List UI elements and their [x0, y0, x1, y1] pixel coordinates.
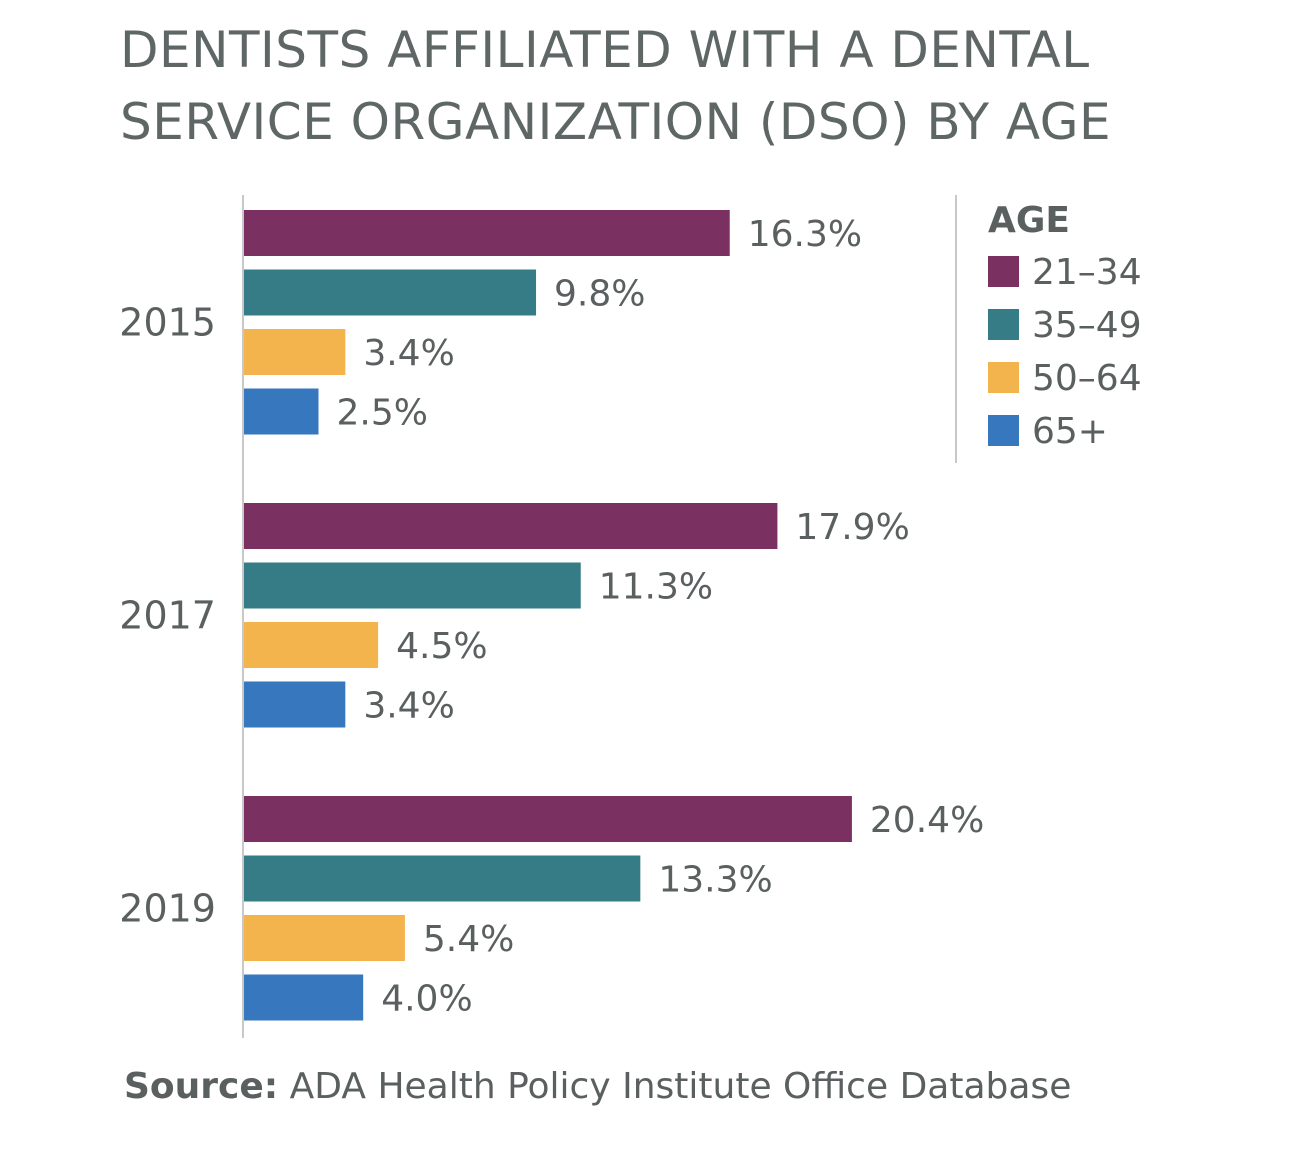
bar-2019-2 — [244, 915, 405, 961]
chart-title: DENTISTS AFFILIATED WITH A DENTAL SERVIC… — [120, 14, 1111, 158]
legend-swatch-2 — [988, 362, 1019, 393]
category-label-2019: 2019 — [119, 886, 216, 930]
bar-chart: 16.3% 9.8% 3.4% 2.5% 2015 17.9% 11.3% 4.5% 3.4% 2… — [119, 195, 1142, 1038]
legend-label-3: 65+ — [1032, 411, 1108, 452]
legend-title: AGE — [988, 200, 1070, 241]
data-label-2017-0: 17.9% — [795, 507, 909, 548]
bar-2015-3 — [244, 388, 319, 435]
chart-title-line-2: SERVICE ORGANIZATION (DSO) BY AGE — [120, 93, 1112, 151]
bar-2017-3 — [244, 681, 346, 728]
legend-swatch-1 — [988, 309, 1019, 340]
data-label-2019-1: 13.3% — [658, 860, 772, 901]
data-label-2019-0: 20.4% — [870, 800, 984, 841]
category-label-2015: 2015 — [119, 300, 216, 344]
data-label-2017-2: 4.5% — [396, 626, 487, 667]
bar-2017-2 — [244, 622, 379, 668]
data-label-2015-0: 16.3% — [748, 214, 862, 255]
bar-2015-1 — [244, 269, 537, 316]
bar-2015-0 — [244, 210, 730, 256]
bar-2019-0 — [244, 796, 852, 842]
chart-title-line-1: DENTISTS AFFILIATED WITH A DENTAL — [120, 21, 1090, 79]
category-label-2017: 2017 — [119, 593, 216, 637]
bar-group: 16.3% 9.8% 3.4% 2.5% 2015 17.9% 11.3% 4.5% 3.4% 2… — [119, 210, 984, 1021]
bar-2017-0 — [244, 503, 778, 549]
bar-2019-1 — [244, 855, 641, 902]
source-text: ADA Health Policy Institute Office Datab… — [289, 1066, 1072, 1107]
legend-swatch-3 — [988, 415, 1019, 446]
legend-swatch-0 — [988, 256, 1019, 287]
legend-label-1: 35–49 — [1032, 305, 1142, 346]
data-label-2019-2: 5.4% — [423, 919, 514, 960]
legend: AGE 21–34 35–49 50–64 65+ — [988, 200, 1142, 452]
data-label-2019-3: 4.0% — [381, 979, 472, 1020]
data-label-2015-3: 2.5% — [337, 393, 428, 434]
source-label: Source: — [124, 1066, 279, 1107]
legend-label-2: 50–64 — [1032, 358, 1142, 399]
data-label-2017-1: 11.3% — [599, 567, 713, 608]
legend-label-0: 21–34 — [1032, 252, 1142, 293]
bar-2015-2 — [244, 329, 346, 375]
bar-2019-3 — [244, 974, 364, 1021]
data-label-2015-2: 3.4% — [363, 333, 454, 374]
data-label-2015-1: 9.8% — [554, 274, 645, 315]
source-note: Source: ADA Health Policy Institute Offi… — [124, 1066, 1071, 1107]
data-label-2017-3: 3.4% — [363, 686, 454, 727]
bar-2017-1 — [244, 562, 581, 609]
